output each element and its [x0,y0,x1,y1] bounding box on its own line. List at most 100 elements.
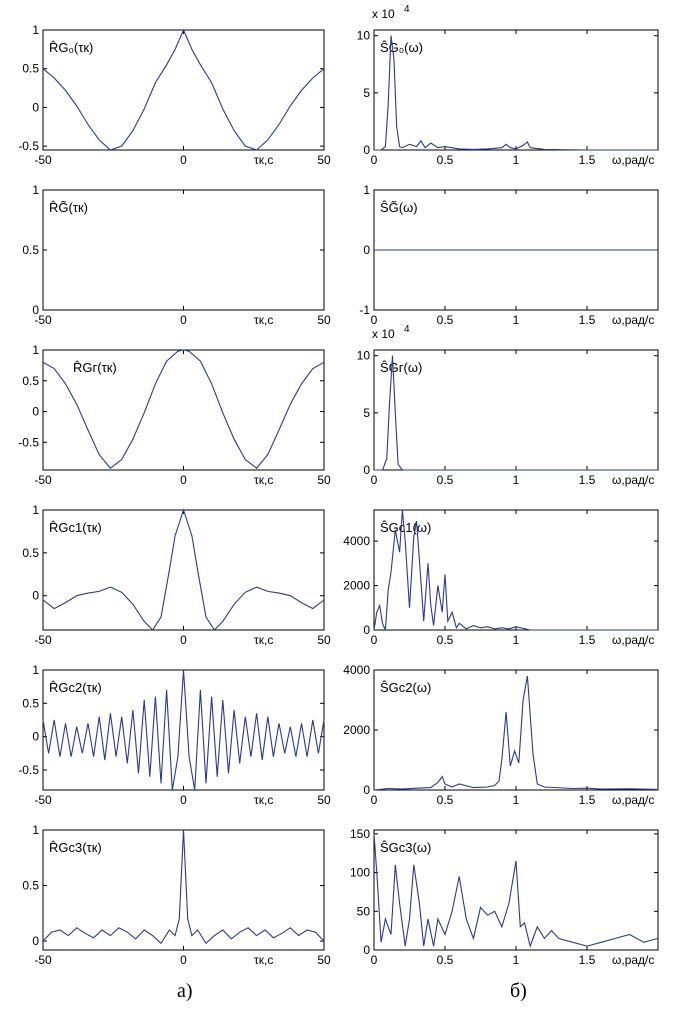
x-axis-label: ω,paд/c [612,473,654,487]
chart-left-5: -50 0 50 1 0.5 0 τк,c R̂Gc3(τк) [22,823,331,967]
y-tick-label: 10 [357,29,371,43]
y-tick-label: 0 [32,100,39,114]
plot-frame [42,669,325,791]
x-tick-label: 0 [371,793,378,807]
x-tick-label: 0 [180,153,187,167]
x-tick-label: 0 [180,313,187,327]
x-tick-label: 50 [317,313,331,327]
y-tick-label: 0.5 [22,374,39,388]
x-tick-label: 1 [513,473,520,487]
x-tick-label: 1 [513,313,520,327]
x-axis-label: ω,paд/c [612,153,654,167]
x-axis-label: τк,c [254,153,273,167]
y-tick-label: 100 [350,866,370,880]
y-tick-label: 1 [32,663,39,677]
x-tick-label: -50 [34,953,52,967]
y-multiplier-exponent: 4 [404,4,410,15]
y-tick-label: 0 [363,623,370,637]
y-tick-label: 150 [350,827,370,841]
x-tick-label: 0.5 [437,633,454,647]
y-tick-label: 0 [32,589,39,603]
y-tick-label: 1 [32,23,39,37]
y-tick-label: 0.5 [22,879,39,893]
y-tick-label: 0 [363,243,370,257]
x-axis-label: ω,paд/c [612,793,654,807]
y-multiplier: x 10 [372,7,395,21]
chart-left-3: -50 0 50 1 0.5 0 τк,c R̂Gc1(τк) [22,503,331,647]
curve-label: ŜGг(ω) [380,360,422,375]
y-tick-label: 0 [32,934,39,948]
x-tick-label: 50 [317,633,331,647]
x-axis-label: τк,c [254,633,273,647]
series-line [374,355,658,471]
y-tick-label: 4000 [343,534,370,548]
x-axis-label: ω,paд/c [612,313,654,327]
x-tick-label: 0 [180,953,187,967]
x-tick-label: -50 [34,633,52,647]
y-tick-label: 0.5 [22,243,39,257]
x-tick-label: 1.5 [579,793,596,807]
y-tick-label: -0.5 [18,435,39,449]
plot-frame [42,29,325,151]
x-tick-label: 1.5 [579,153,596,167]
chart-right-3: 0 0.5 1 1.5 4000 2000 0 ω,paд/c ŜGc1(ω) [343,509,659,647]
curve-label: R̂Gг(τк) [73,360,117,375]
x-tick-label: -50 [34,473,52,487]
chart-right-2: 0 0.5 1 1.5 10 5 0 x 10 4 ω,paд/c ŜGг(ω) [357,324,659,487]
x-tick-label: 50 [317,953,331,967]
y-multiplier-exponent: 4 [404,324,410,335]
curve-label: ŜGc1(ω) [380,520,431,535]
x-axis-label: τк,c [254,793,273,807]
x-tick-label: -50 [34,793,52,807]
y-tick-label: 0 [363,143,370,157]
y-tick-label: 50 [357,904,371,918]
x-tick-label: 0 [371,633,378,647]
curve-label: R̂Gc3(τк) [49,840,102,855]
x-tick-label: 0 [180,473,187,487]
plot-frame [42,829,325,951]
curve-label: ŜGc3(ω) [380,840,431,855]
x-tick-label: 50 [317,793,331,807]
plot-frame [373,29,659,151]
y-tick-label: -1 [359,303,370,317]
series-line [373,509,658,631]
x-tick-label: 0.5 [437,953,454,967]
x-tick-label: 1.5 [579,473,596,487]
x-axis-label: ω,paд/c [612,953,654,967]
x-tick-label: 50 [317,153,331,167]
y-tick-label: 2000 [343,723,370,737]
x-axis-label: ω,paд/c [612,633,654,647]
series-line [42,349,325,469]
plot-frame [373,829,659,951]
x-tick-label: 0.5 [437,473,454,487]
x-tick-label: 0 [371,313,378,327]
x-tick-label: 0 [180,793,187,807]
curve-label: R̂G̃(τк) [49,200,88,215]
x-tick-label: 0 [371,473,378,487]
y-tick-label: 0.5 [22,546,39,560]
y-tick-label: 1 [363,183,370,197]
chart-right-1: 0 0.5 1 1.510-1ω,paд/cŜG̃(ω) [359,183,659,327]
chart-right-5: 0 0.5 1 1.5 150 100 50 0 ω,paд/c ŜGc3(ω) [350,827,659,967]
plot-frame [42,349,325,471]
x-tick-label: 1.5 [579,633,596,647]
y-tick-label: 2000 [343,579,370,593]
y-tick-label: 0 [363,943,370,957]
x-tick-label: 1.5 [579,953,596,967]
x-tick-label: 0 [371,153,378,167]
series-line [373,675,659,791]
x-tick-label: -50 [34,153,52,167]
plot-frame [373,509,659,631]
series-line [42,829,325,945]
plot-frame [373,349,659,471]
series-line [42,508,325,631]
plot-frame [42,189,325,311]
curve-label: R̂Gc1(τк) [49,520,102,535]
y-tick-label: 0.5 [22,696,39,710]
y-tick-label: -0.5 [18,139,39,153]
y-tick-label: 0 [363,783,370,797]
x-tick-label: 1 [513,633,520,647]
x-axis-label: τк,c [254,473,273,487]
